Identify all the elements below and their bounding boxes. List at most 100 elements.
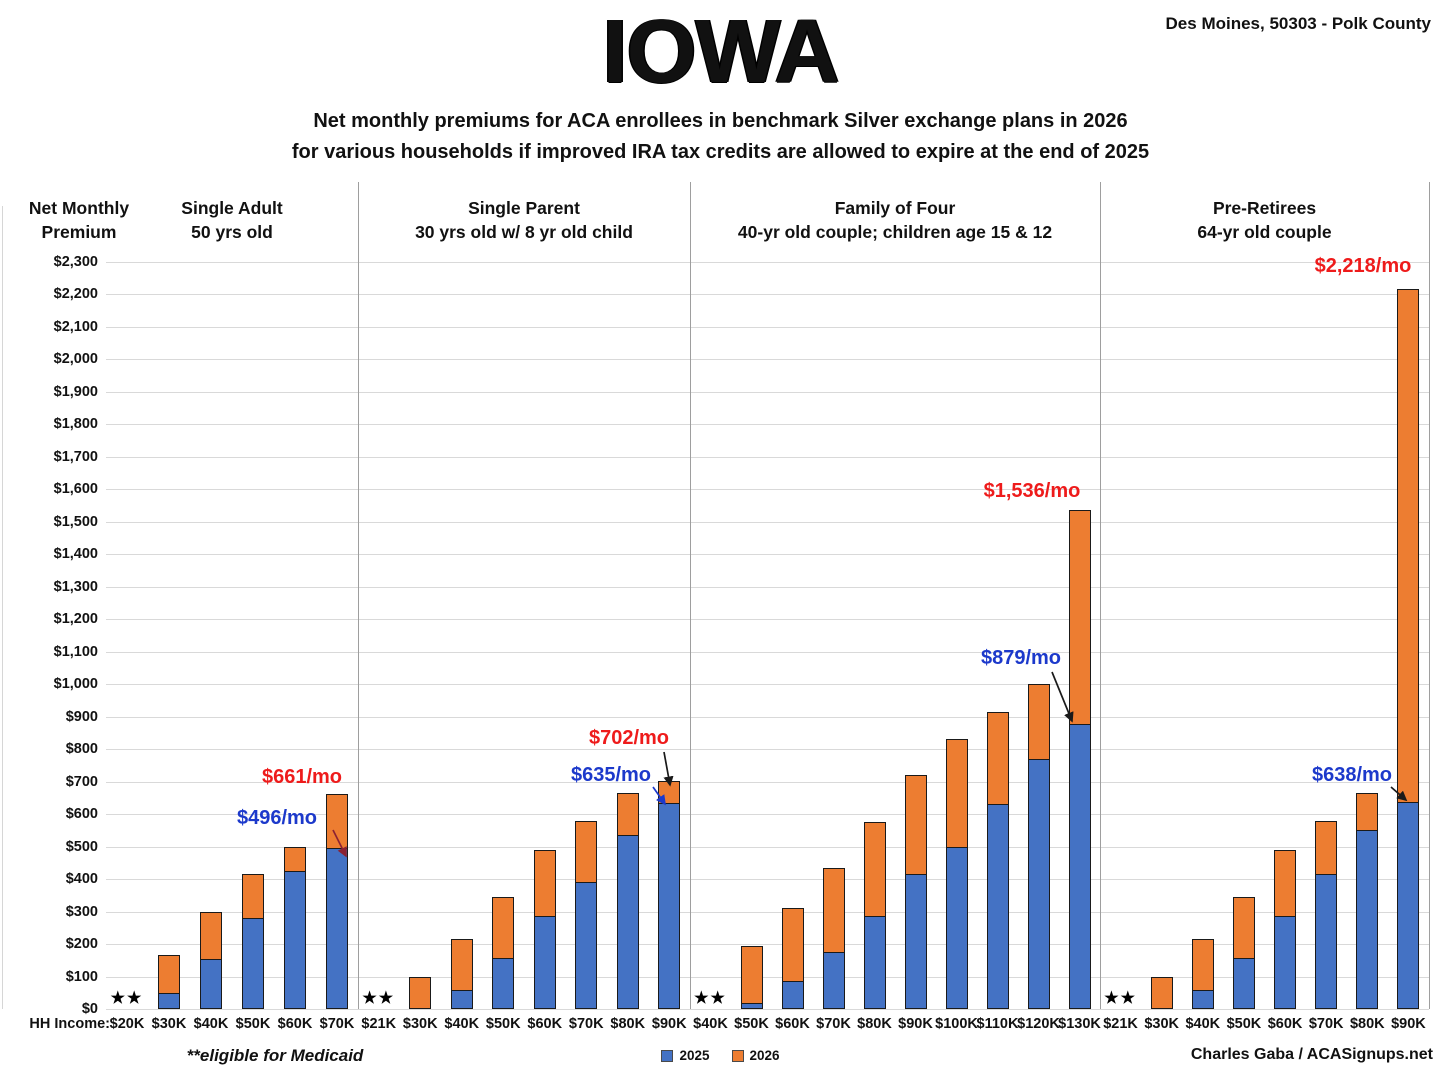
x-tick-label: $120K xyxy=(1017,1016,1060,1032)
y-tick-label: $1,200 xyxy=(53,611,98,628)
y-axis-title: Net Monthly Premium xyxy=(0,196,158,244)
y-tick-label: $1,900 xyxy=(53,383,98,400)
x-tick-label: $30K xyxy=(1144,1016,1180,1032)
y-tick-label: $800 xyxy=(65,741,98,758)
gridline xyxy=(106,749,1429,751)
bar-2025 xyxy=(616,835,639,1009)
x-tick-label: $70K xyxy=(568,1016,604,1032)
x-tick-label: $30K xyxy=(402,1016,438,1032)
group-header-line: 50 yrs old xyxy=(191,222,273,242)
y-tick-label: $200 xyxy=(65,936,98,953)
y-tick-label: $100 xyxy=(65,968,98,985)
group-header-line: Pre-Retirees xyxy=(1212,198,1317,218)
legend-swatch xyxy=(731,1049,744,1062)
y-tick-label: $2,000 xyxy=(53,351,98,368)
group-header: Pre-Retirees 64-yr old couple xyxy=(1100,196,1429,244)
bar-2025 xyxy=(1191,989,1214,1009)
gridline xyxy=(106,294,1429,296)
y-axis-title-line1: Net Monthly xyxy=(28,198,130,218)
gridline xyxy=(106,489,1429,491)
y-tick-label: $1,400 xyxy=(53,546,98,563)
bar-2025 xyxy=(242,918,264,1009)
x-tick-label: $50K xyxy=(734,1016,769,1032)
group-separator xyxy=(690,182,691,1009)
x-tick-label: $80K xyxy=(610,1016,646,1032)
y-tick-label: $500 xyxy=(65,838,98,855)
gridline xyxy=(106,326,1429,328)
x-axis-title: HH Income: xyxy=(29,1016,110,1032)
x-tick-label: $50K xyxy=(485,1016,521,1032)
bar-2025 xyxy=(863,916,886,1009)
annotation-label: $1,536/mo xyxy=(983,480,1081,502)
x-tick-label: $90K xyxy=(1391,1016,1426,1032)
x-tick-label: $21K xyxy=(1103,1016,1138,1032)
y-tick-label: $1,300 xyxy=(53,578,98,595)
gridline xyxy=(106,554,1429,556)
gridline xyxy=(106,1009,1429,1010)
plot-left-border xyxy=(2,206,3,1009)
x-tick-label: $60K xyxy=(527,1016,563,1032)
y-tick-label: $1,100 xyxy=(53,643,98,660)
annotation-label: $496/mo xyxy=(236,807,318,829)
gridline xyxy=(106,619,1429,621)
x-tick-label: $60K xyxy=(1267,1016,1303,1032)
gridline xyxy=(106,846,1429,848)
gridline xyxy=(106,716,1429,718)
gridline xyxy=(106,586,1429,588)
gridline xyxy=(106,424,1429,426)
bar-2025 xyxy=(740,1002,763,1009)
bar-2025 xyxy=(284,870,306,1009)
bar-2025 xyxy=(904,874,927,1009)
x-tick-label: $40K xyxy=(693,1016,728,1032)
bar-2025 xyxy=(1315,874,1338,1009)
y-tick-label: $0 xyxy=(81,1001,98,1017)
annotation-label: $638/mo xyxy=(1311,764,1393,786)
x-tick-label: $80K xyxy=(1349,1016,1385,1032)
chart-subtitle: Net monthly premiums for ACA enrollees i… xyxy=(0,106,1441,168)
group-header-line: Family of Four xyxy=(834,198,956,218)
bar-2025 xyxy=(658,802,681,1009)
bar-2025 xyxy=(945,846,968,1009)
group-header: Single Adult 50 yrs old xyxy=(106,196,358,244)
bar-2025 xyxy=(450,989,473,1009)
group-header-line: Single Adult xyxy=(181,198,283,218)
gridline xyxy=(106,456,1429,458)
group-header: Single Parent 30 yrs old w/ 8 yr old chil… xyxy=(358,196,690,244)
x-tick-label: $70K xyxy=(1308,1016,1344,1032)
group-header-line: 40-yr old couple; children age 15 & 12 xyxy=(737,222,1053,242)
bar-2025 xyxy=(1027,758,1050,1009)
x-tick-label: $70K xyxy=(816,1016,851,1032)
gridline xyxy=(106,651,1429,653)
bar-2025 xyxy=(1274,916,1297,1009)
bar-2025 xyxy=(1232,957,1255,1009)
annotation-label: $661/mo xyxy=(261,766,343,788)
x-tick-label: $90K xyxy=(651,1016,687,1032)
group-separator xyxy=(1429,182,1430,1009)
gridline xyxy=(106,391,1429,393)
bar-2025 xyxy=(1068,723,1091,1009)
y-tick-label: $2,300 xyxy=(53,254,98,270)
x-tick-label: $80K xyxy=(857,1016,892,1032)
x-tick-label: $70K xyxy=(319,1016,355,1032)
y-tick-label: $1,700 xyxy=(53,448,98,465)
chart-subtitle-line1: Net monthly premiums for ACA enrollees i… xyxy=(313,110,1128,132)
bar-2025 xyxy=(1397,801,1420,1009)
x-tick-label: $50K xyxy=(235,1016,271,1032)
medicaid-stars: ★★ xyxy=(110,990,144,1007)
bar-2025 xyxy=(822,952,845,1009)
medicaid-stars: ★★ xyxy=(694,990,727,1007)
gridline xyxy=(106,879,1429,881)
legend-item: 2025 xyxy=(661,1048,710,1063)
y-axis-title-line2: Premium xyxy=(41,222,117,242)
bar-2025 xyxy=(326,847,348,1009)
gridline xyxy=(106,262,1429,263)
y-tick-label: $700 xyxy=(65,773,98,790)
medicaid-stars: ★★ xyxy=(362,990,396,1007)
x-tick-label: $60K xyxy=(277,1016,313,1032)
group-header-line: 30 yrs old w/ 8 yr old child xyxy=(415,222,633,242)
y-tick-label: $1,000 xyxy=(53,676,98,693)
x-tick-label: $110K xyxy=(976,1016,1019,1032)
bar-2025 xyxy=(986,804,1009,1009)
gridline xyxy=(106,814,1429,816)
x-tick-label: $40K xyxy=(444,1016,480,1032)
